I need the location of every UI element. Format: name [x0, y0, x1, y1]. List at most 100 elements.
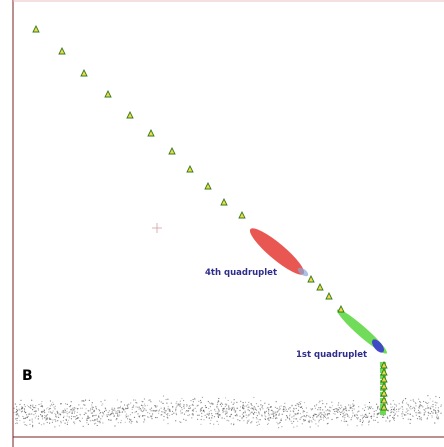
- noise-dot: [376, 416, 378, 418]
- noise-dot: [112, 412, 114, 414]
- noise-dot: [401, 401, 404, 403]
- noise-dot: [72, 407, 74, 409]
- noise-dot: [73, 412, 76, 414]
- noise-dot: [347, 424, 349, 426]
- noise-dot: [236, 401, 238, 403]
- noise-dot: [103, 410, 106, 413]
- noise-dot: [183, 405, 185, 407]
- noise-dot: [175, 410, 177, 412]
- noise-dot: [404, 398, 407, 400]
- noise-dot: [167, 415, 169, 417]
- noise-dot: [135, 410, 137, 413]
- noise-dot: [101, 416, 104, 418]
- noise-dot: [365, 414, 368, 416]
- noise-dot: [203, 419, 205, 421]
- noise-dot: [250, 408, 252, 410]
- noise-dot: [85, 412, 87, 414]
- noise-dot: [50, 411, 52, 413]
- noise-dot: [95, 406, 97, 408]
- noise-dot: [108, 410, 111, 412]
- noise-dot: [196, 414, 199, 416]
- noise-dot: [45, 418, 47, 420]
- noise-dot: [359, 420, 361, 422]
- noise-dot: [255, 409, 258, 411]
- noise-dot: [23, 410, 26, 412]
- noise-dot: [331, 401, 333, 403]
- noise-dot: [398, 403, 400, 405]
- noise-dot: [215, 410, 217, 412]
- noise-dot: [277, 410, 279, 412]
- noise-dot: [242, 404, 244, 406]
- noise-dot: [124, 404, 126, 406]
- background-noise-band: [13, 395, 442, 429]
- noise-dot: [396, 411, 398, 413]
- noise-dot: [283, 407, 285, 409]
- noise-dot: [188, 405, 190, 407]
- noise-dot: [397, 415, 399, 417]
- noise-dot: [242, 412, 245, 414]
- noise-dot: [244, 412, 246, 414]
- noise-dot: [420, 417, 422, 419]
- noise-dot: [217, 407, 219, 409]
- noise-dot: [351, 417, 353, 419]
- noise-dot: [301, 415, 303, 418]
- noise-dot: [62, 416, 65, 419]
- noise-dot: [143, 403, 146, 405]
- noise-dot: [134, 399, 137, 401]
- triangle-marker: [220, 197, 228, 206]
- noise-dot: [210, 419, 212, 421]
- noise-dot: [409, 418, 411, 420]
- noise-dot: [138, 408, 140, 410]
- noise-dot: [412, 399, 414, 401]
- noise-dot: [193, 408, 195, 410]
- noise-dot: [148, 399, 150, 401]
- noise-dot: [374, 419, 376, 421]
- noise-dot: [327, 422, 329, 424]
- noise-dot: [350, 407, 353, 409]
- noise-dot: [190, 400, 192, 402]
- noise-dot: [21, 407, 23, 409]
- noise-dot: [310, 420, 312, 422]
- noise-dot: [133, 404, 135, 406]
- noise-dot: [362, 408, 364, 410]
- triangle-marker: [168, 146, 176, 155]
- noise-dot: [199, 399, 202, 402]
- noise-dot: [260, 404, 262, 406]
- noise-dot: [71, 409, 73, 411]
- noise-dot: [50, 418, 52, 420]
- noise-dot: [390, 408, 393, 411]
- noise-dot: [115, 412, 117, 414]
- noise-dot: [323, 419, 325, 421]
- noise-dot: [233, 402, 235, 404]
- noise-dot: [401, 413, 403, 415]
- noise-dot: [166, 402, 168, 404]
- noise-dot: [255, 421, 258, 423]
- noise-dot: [278, 413, 280, 415]
- noise-dot: [323, 415, 325, 417]
- noise-dot: [308, 415, 310, 417]
- noise-dot: [342, 413, 344, 415]
- noise-dot: [75, 407, 77, 409]
- noise-dot: [343, 420, 345, 422]
- noise-dot: [300, 400, 302, 403]
- noise-dot: [326, 403, 328, 405]
- noise-dot: [275, 414, 277, 416]
- noise-dot: [349, 407, 351, 409]
- noise-dot: [313, 414, 315, 416]
- noise-dot: [303, 415, 305, 417]
- noise-dot: [70, 409, 72, 411]
- noise-dot: [437, 411, 439, 413]
- noise-dot: [213, 416, 216, 418]
- noise-dot: [13, 411, 15, 413]
- noise-dot: [251, 412, 253, 414]
- noise-dot: [250, 411, 252, 413]
- noise-dot: [131, 412, 133, 414]
- noise-dot: [282, 409, 284, 411]
- noise-dot: [267, 418, 269, 420]
- noise-dot: [52, 419, 54, 421]
- noise-dot: [21, 407, 24, 409]
- noise-dot: [411, 407, 413, 409]
- noise-dot: [66, 408, 68, 410]
- noise-dot: [138, 407, 140, 409]
- noise-dot: [420, 412, 422, 414]
